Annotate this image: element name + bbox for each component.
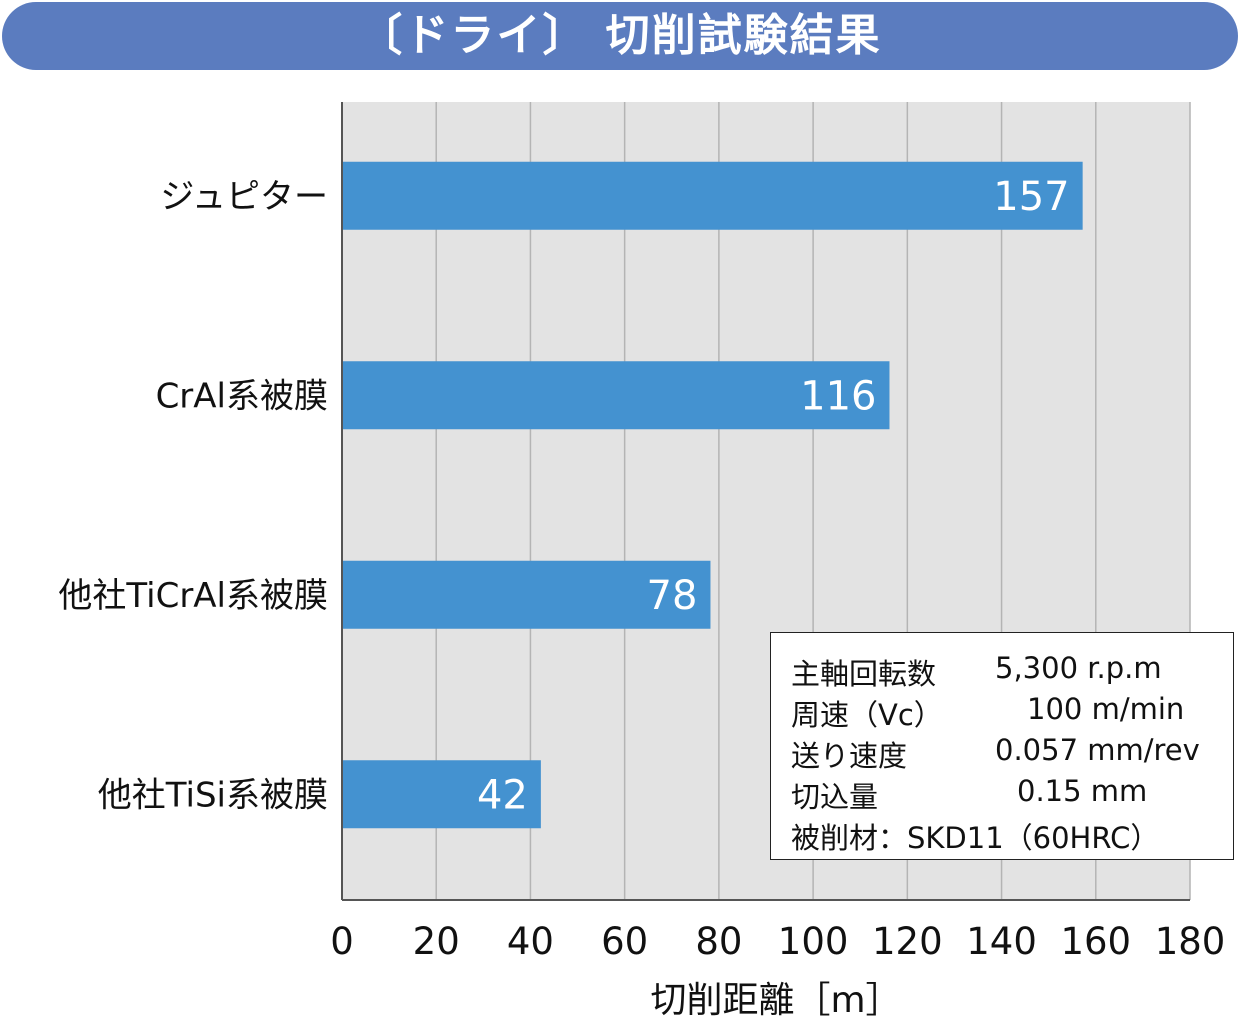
condition-row-spindle-speed: 主軸回転数 5,300 r.p.m — [791, 651, 1162, 693]
bar — [343, 760, 541, 829]
x-tick-label: 40 — [507, 920, 554, 963]
category-label: 他社TiSi系被膜 — [98, 775, 328, 815]
x-tick-label: 160 — [1060, 920, 1131, 963]
category-label: ジュピター — [160, 177, 328, 217]
condition-value: 0.15 mm — [1017, 774, 1148, 808]
bar-value-label: 78 — [647, 573, 698, 619]
x-tick-label: 60 — [601, 920, 648, 963]
x-tick-label: 0 — [330, 920, 354, 963]
condition-row-depth-of-cut: 切込量 0.15 mm — [791, 774, 1147, 816]
condition-value: 0.057 mm/rev — [995, 733, 1200, 767]
x-tick-label: 140 — [966, 920, 1037, 963]
category-label: 他社TiCrAl系被膜 — [58, 576, 328, 616]
x-tick-label: 180 — [1155, 920, 1226, 963]
x-axis-title: 切削距離［m］ — [650, 980, 901, 1021]
bar — [343, 361, 890, 430]
category-label: CrAl系被膜 — [156, 376, 328, 416]
bar-value-label: 116 — [800, 373, 876, 419]
condition-label: 送り速度 — [791, 739, 908, 773]
bar-value-label: 42 — [477, 772, 528, 818]
bar — [343, 560, 711, 629]
condition-row-feed-rate: 送り速度 0.057 mm/rev — [791, 733, 1200, 775]
chart-title: 〔ドライ〕 切削試験結果 — [358, 10, 882, 61]
condition-row-workpiece: 被削材：SKD11（60HRC） — [791, 815, 1159, 857]
condition-label: 被削材：SKD11（60HRC） — [791, 821, 1160, 855]
title-banner: 〔ドライ〕 切削試験結果 — [2, 2, 1238, 70]
condition-label: 切込量 — [791, 780, 879, 814]
x-tick-label: 120 — [872, 920, 943, 963]
test-conditions-box: 主軸回転数 5,300 r.p.m 周速（Vc） 100 m/min 送り速度 … — [770, 632, 1234, 860]
bar — [343, 161, 1083, 230]
condition-value: 5,300 r.p.m — [995, 651, 1162, 685]
bar-value-label: 157 — [993, 174, 1069, 220]
condition-label: 主軸回転数 — [791, 657, 937, 691]
condition-value: 100 m/min — [1027, 692, 1185, 726]
condition-label: 周速（Vc） — [791, 698, 943, 732]
x-tick-label: 80 — [695, 920, 742, 963]
x-tick-label: 20 — [413, 920, 460, 963]
x-tick-label: 100 — [778, 920, 849, 963]
condition-row-cutting-speed: 周速（Vc） 100 m/min — [791, 692, 1184, 734]
